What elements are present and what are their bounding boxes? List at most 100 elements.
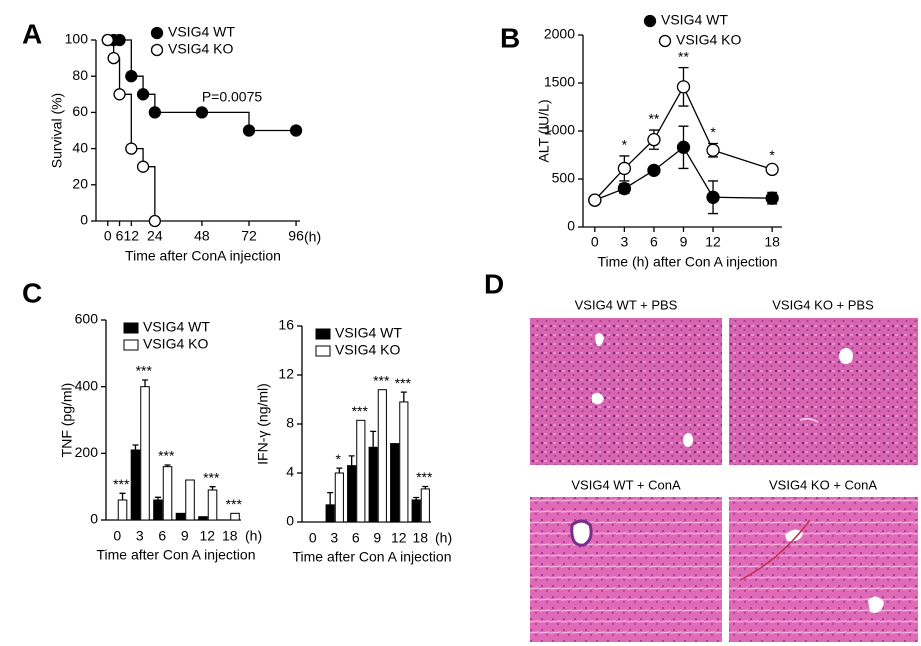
point — [113, 33, 126, 47]
legend-marker — [150, 26, 164, 40]
bar — [356, 419, 366, 523]
error-bar — [119, 492, 126, 500]
point — [588, 193, 602, 207]
bar — [162, 466, 173, 521]
bar — [347, 465, 357, 523]
y-tick-label: 0 — [90, 511, 98, 527]
point — [765, 162, 779, 177]
x-tick-label: 18 — [764, 234, 780, 250]
legend-swatch — [123, 322, 139, 334]
y-tick-label: 8 — [286, 415, 294, 431]
bar — [198, 516, 208, 521]
significance: *** — [352, 403, 369, 419]
y-tick-label: 1000 — [544, 122, 575, 138]
point — [647, 132, 661, 147]
error-bar — [422, 485, 429, 489]
y-tick-label: 40 — [72, 139, 88, 155]
image-title: VSIG4 WT + ConA — [571, 477, 681, 492]
error-bar — [348, 455, 355, 466]
line — [594, 85, 773, 201]
bar — [334, 472, 344, 523]
y-axis-label: TNF (pg/ml) — [59, 383, 75, 458]
y-tick-label: 600 — [75, 311, 99, 327]
legend-label: VSIG4 KO — [168, 41, 233, 57]
y-tick-label: 1500 — [544, 74, 575, 90]
significance: *** — [373, 372, 390, 388]
point — [107, 51, 120, 65]
significance: * — [710, 124, 716, 140]
point — [765, 191, 779, 205]
point — [617, 181, 632, 196]
x-axis-label: Time (h) after Con A injection — [597, 254, 777, 270]
y-tick-label: 2000 — [544, 26, 575, 42]
bar — [230, 512, 240, 521]
x-tick-label: 12 — [705, 234, 721, 250]
x-tick-label: 96 — [288, 228, 304, 244]
panel-label: B — [500, 22, 520, 53]
point — [101, 33, 114, 47]
point — [125, 70, 138, 83]
point — [647, 163, 661, 178]
point — [676, 80, 691, 94]
bar — [140, 386, 150, 521]
x-tick-label: 6 — [352, 530, 360, 546]
x-tick-label: 9 — [373, 530, 381, 546]
point — [676, 140, 691, 154]
point — [289, 124, 303, 137]
error-bar — [400, 391, 407, 402]
x-tick-label: 24 — [147, 228, 163, 244]
bar — [377, 389, 387, 523]
legend-swatch — [123, 339, 139, 351]
x-tick-label: 72 — [241, 228, 257, 244]
bar — [117, 499, 128, 521]
y-tick-label: 500 — [552, 170, 576, 186]
image-title: VSIG4 KO + ConA — [769, 477, 877, 492]
legend-marker — [643, 14, 657, 28]
x-tick-label: 9 — [680, 234, 688, 250]
y-tick-label: 4 — [286, 464, 294, 480]
y-tick-label: 20 — [72, 176, 88, 192]
significance: *** — [158, 448, 175, 464]
y-tick-label: 60 — [72, 103, 88, 119]
x-tick-label: 0 — [104, 228, 112, 244]
significance: *** — [226, 496, 243, 512]
legend-swatch — [315, 345, 331, 357]
significance: *** — [395, 375, 412, 391]
x-unit-label: (h) — [435, 530, 452, 546]
point — [617, 161, 632, 176]
x-axis-label: Time after Con A injection — [292, 549, 451, 565]
point — [706, 190, 720, 204]
significance: ** — [678, 48, 689, 64]
x-tick-label: 12 — [199, 528, 215, 544]
error-bar — [142, 379, 149, 387]
x-tick-label: 6 — [158, 528, 166, 544]
legend-marker — [150, 43, 164, 57]
significance: *** — [203, 469, 220, 485]
legend-label: VSIG4 WT — [168, 24, 235, 40]
bar — [185, 479, 195, 521]
micrograph — [729, 318, 918, 465]
bar — [175, 512, 186, 521]
y-tick-label: 200 — [75, 444, 99, 460]
bar — [130, 449, 141, 521]
y-axis-label: IFN-γ (ng/ml) — [255, 383, 271, 465]
x-tick-label: 0 — [309, 530, 317, 546]
x-axis-label: Time after Con A injection — [96, 547, 255, 563]
bar — [207, 489, 218, 521]
bar — [153, 499, 163, 521]
panel-label: D — [484, 268, 504, 299]
x-tick-label: 6 — [650, 234, 658, 250]
bar — [368, 446, 378, 523]
point — [113, 88, 126, 101]
error-bar — [209, 486, 216, 490]
y-tick-label: 0 — [286, 513, 294, 529]
y-tick-label: 0 — [567, 218, 575, 234]
y-axis-label: Survival (%) — [49, 93, 65, 168]
bar — [390, 443, 400, 523]
point — [706, 143, 720, 157]
y-tick-label: 100 — [65, 31, 89, 47]
significance: * — [622, 137, 628, 153]
significance: *** — [113, 476, 130, 492]
bar — [399, 401, 409, 523]
